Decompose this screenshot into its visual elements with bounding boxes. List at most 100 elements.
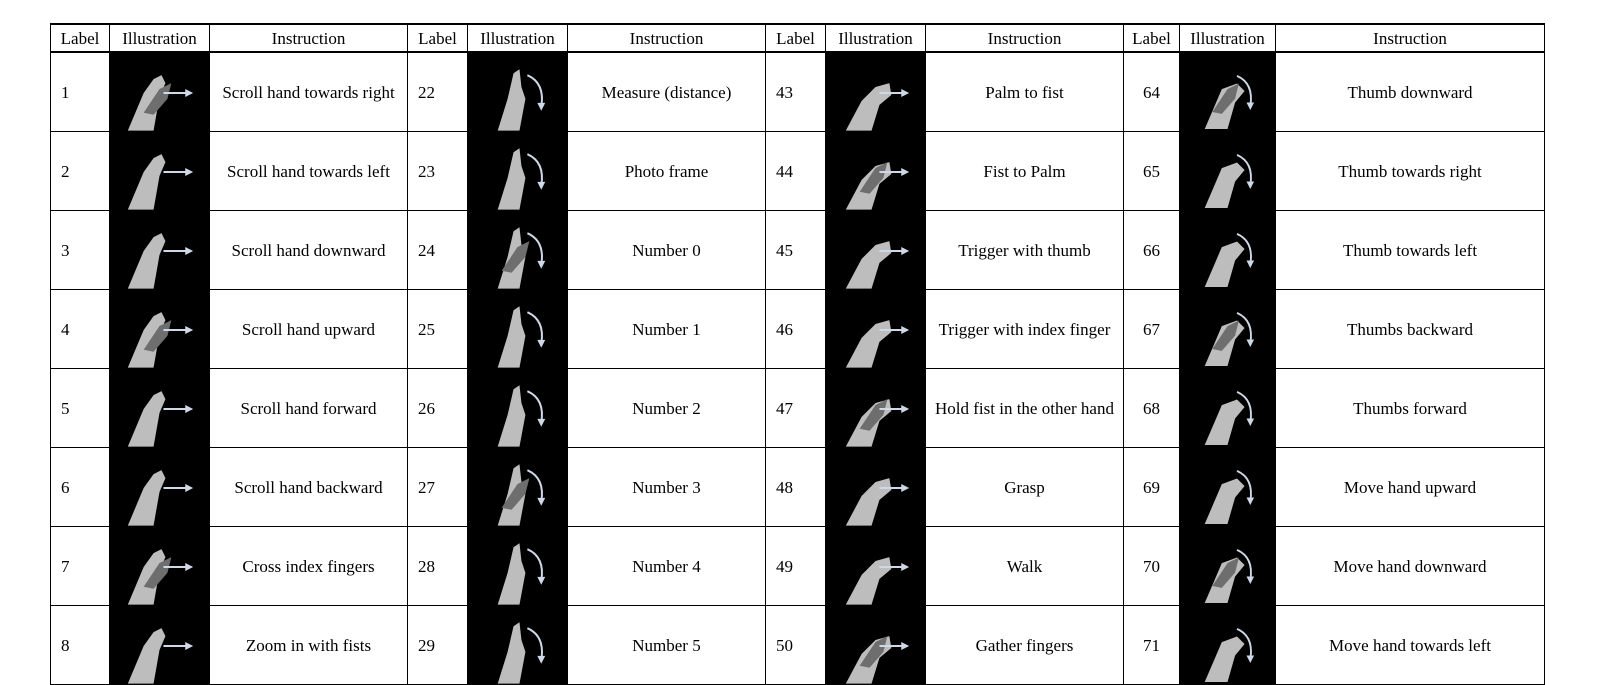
gesture-label: 64 [1123, 51, 1180, 132]
hand-cross-fingers-icon [127, 549, 194, 605]
gesture-label: 66 [1123, 210, 1180, 290]
table-row: 3 Scroll hand downward 24 Number 0 45 Trigger… [50, 210, 1545, 290]
gesture-instruction: Photo frame [567, 131, 766, 211]
gesture-illustration [109, 605, 210, 685]
gesture-label: 46 [765, 289, 826, 369]
table-row: 5 Scroll hand forward 26 Number 2 47 Hold fis… [50, 368, 1545, 448]
hand-walk-icon [845, 557, 910, 605]
hand-move-up-icon [1204, 469, 1255, 525]
gesture-instruction: Hold fist in the other hand [925, 368, 1124, 448]
gesture-instruction: Number 2 [567, 368, 766, 448]
header-illustration-1: Illustration [109, 23, 210, 53]
gesture-instruction: Scroll hand towards left [209, 131, 408, 211]
gesture-body: 1 Scroll hand towards right 22 Measure (dis… [50, 51, 1545, 685]
hand-number-5-icon [497, 622, 546, 684]
hand-number-3-icon [497, 464, 546, 526]
table-row: 7 Cross index fingers 28 Number 4 49 Walk 70 Mo… [50, 526, 1545, 606]
gesture-illustration [109, 210, 210, 290]
gesture-instruction: Scroll hand towards right [209, 51, 408, 132]
gesture-label: 49 [765, 526, 826, 606]
gesture-label: 44 [765, 131, 826, 211]
gesture-label: 26 [407, 368, 468, 448]
gesture-illustration [825, 526, 926, 606]
gesture-illustration [109, 526, 210, 606]
header-label-1: Label [50, 23, 110, 53]
gesture-illustration [1179, 526, 1276, 606]
hand-scroll-down-icon [127, 233, 194, 289]
hand-scroll-forward-icon [127, 391, 194, 447]
gesture-instruction: Trigger with thumb [925, 210, 1124, 290]
gesture-illustration [825, 447, 926, 527]
gesture-label: 48 [765, 447, 826, 527]
gesture-instruction: Walk [925, 526, 1124, 606]
hand-move-down-icon [1204, 548, 1255, 604]
gesture-instruction: Scroll hand forward [209, 368, 408, 448]
gesture-illustration [467, 526, 568, 606]
gesture-label: 1 [50, 51, 110, 132]
hand-thumbs-backward-icon [1204, 311, 1255, 367]
gesture-label: 67 [1123, 289, 1180, 369]
hand-thumbs-forward-icon [1204, 390, 1255, 446]
table-row: 4 Scroll hand upward 25 Number 1 46 Trigger w… [50, 289, 1545, 369]
gesture-illustration [109, 447, 210, 527]
gesture-instruction: Palm to fist [925, 51, 1124, 132]
table-row: 8 Zoom in with fists 29 Number 5 50 Gather fi… [50, 605, 1545, 685]
hand-thumb-right-icon [1204, 153, 1255, 209]
gesture-label: 28 [407, 526, 468, 606]
header-illustration-4: Illustration [1179, 23, 1276, 53]
gesture-illustration [109, 131, 210, 211]
gesture-label: 68 [1123, 368, 1180, 448]
hand-zoom-in-fists-icon [127, 628, 194, 684]
gesture-label: 71 [1123, 605, 1180, 685]
gesture-illustration [109, 289, 210, 369]
gesture-illustration [1179, 368, 1276, 448]
gesture-label: 8 [50, 605, 110, 685]
hand-hold-fist-icon [845, 399, 910, 447]
header-instruction-1: Instruction [209, 23, 408, 53]
gesture-label: 69 [1123, 447, 1180, 527]
gesture-label: 65 [1123, 131, 1180, 211]
gesture-table: Label Illustration Instruction Label Ill… [50, 23, 1545, 685]
gesture-instruction: Thumb downward [1275, 51, 1545, 132]
gesture-label: 24 [407, 210, 468, 290]
gesture-label: 43 [765, 51, 826, 132]
gesture-label: 23 [407, 131, 468, 211]
hand-scroll-right-icon [127, 75, 194, 131]
gesture-instruction: Number 5 [567, 605, 766, 685]
hand-number-0-icon [497, 227, 546, 289]
table-row: 6 Scroll hand backward 27 Number 3 48 Grasp 69… [50, 447, 1545, 527]
gesture-illustration [1179, 605, 1276, 685]
gesture-instruction: Scroll hand downward [209, 210, 408, 290]
gesture-illustration [825, 210, 926, 290]
gesture-instruction: Number 0 [567, 210, 766, 290]
gesture-instruction: Trigger with index finger [925, 289, 1124, 369]
gesture-illustration [467, 210, 568, 290]
gesture-illustration [467, 51, 568, 132]
hand-palm-to-fist-icon [845, 83, 910, 131]
gesture-illustration [1179, 447, 1276, 527]
header-row: Label Illustration Instruction Label Ill… [50, 23, 1545, 53]
hand-measure-icon [497, 69, 546, 131]
gesture-instruction: Number 4 [567, 526, 766, 606]
gesture-illustration [825, 289, 926, 369]
gesture-illustration [825, 368, 926, 448]
gesture-instruction: Thumbs forward [1275, 368, 1545, 448]
gesture-illustration [1179, 210, 1276, 290]
gesture-illustration [467, 447, 568, 527]
header-label-2: Label [407, 23, 468, 53]
hand-scroll-backward-icon [127, 470, 194, 526]
gesture-label: 27 [407, 447, 468, 527]
gesture-label: 6 [50, 447, 110, 527]
hand-thumb-left-icon [1204, 232, 1255, 288]
gesture-label: 45 [765, 210, 826, 290]
gesture-instruction: Measure (distance) [567, 51, 766, 132]
table-row: 2 Scroll hand towards left 23 Photo frame 44… [50, 131, 1545, 211]
hand-gather-fingers-icon [845, 636, 910, 684]
gesture-illustration [1179, 51, 1276, 132]
hand-number-1-icon [497, 306, 546, 368]
table-row: 1 Scroll hand towards right 22 Measure (dis… [50, 51, 1545, 132]
gesture-instruction: Thumbs backward [1275, 289, 1545, 369]
header-illustration-2: Illustration [467, 23, 568, 53]
gesture-label: 29 [407, 605, 468, 685]
hand-grasp-icon [845, 478, 910, 526]
